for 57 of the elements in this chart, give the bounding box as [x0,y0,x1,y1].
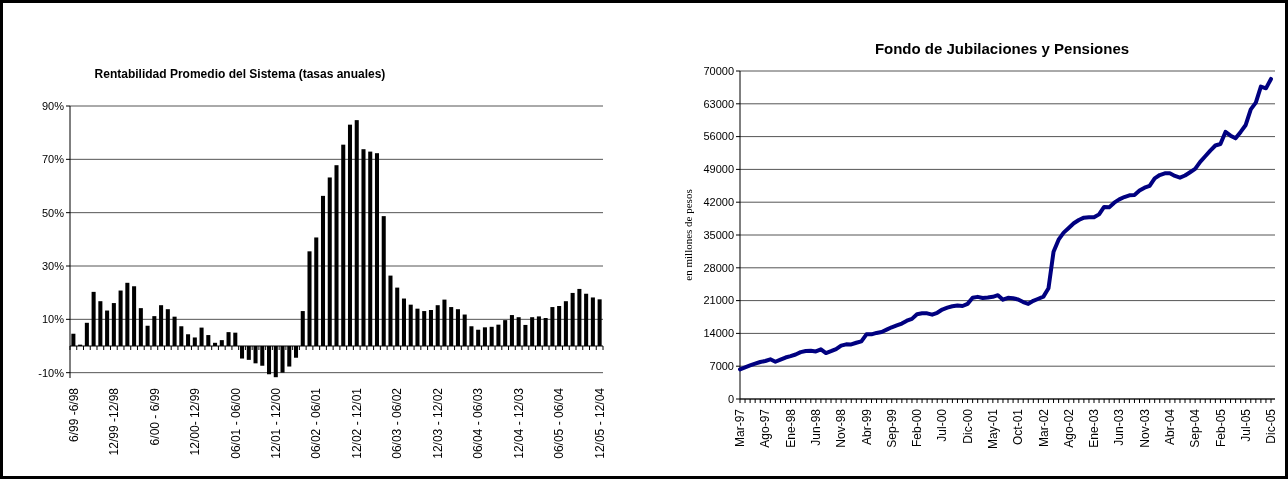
x-tick-label: 06/03 - 06/02 [390,387,405,459]
y-tick-label: 56000 [703,130,734,143]
x-tick-label: May-01 [986,408,1001,450]
x-tick-label: 12/05 - 12/04 [592,387,607,459]
x-tick-label: Mar-97 [733,408,748,448]
y-axis-title: en millones de pesos [682,189,694,281]
x-tick-label: Sep-99 [884,408,899,448]
y-tick-label: 50% [41,206,65,219]
x-tick-label: Oct-01 [1011,408,1026,446]
x-tick-label: Abr-99 [859,408,874,446]
y-tick-label: 0 [727,392,734,405]
x-tick-label: Abr-04 [1163,408,1178,446]
line-series [738,76,1273,372]
x-tick-label: 06/04 - 06/03 [471,387,486,459]
y-tick-label: 7000 [709,360,734,373]
y-tick-label: 49000 [703,163,734,176]
chart-title: Fondo de Jubilaciones y Pensiones [874,40,1130,57]
x-tick-label: 12/04 - 12/03 [511,387,526,459]
x-tick-label: 06/01 - 06/00 [228,387,243,459]
x-tick-label: 06/02 - 06/01 [309,387,324,459]
x-tick-label: 12/01 - 12/00 [268,387,283,459]
x-tick-label: Sep-04 [1188,408,1203,448]
x-tick-label: 12/99 -12/98 [107,387,122,456]
x-tick-label: Ago-02 [1061,408,1076,448]
x-tick-label: Jun-03 [1112,408,1127,446]
x-tick-label: 12/00- 12/99 [188,387,203,456]
chart-title: Rentabilidad Promedio del Sistema (tasas anuales) [94,67,386,81]
y-tick-label: 30% [41,259,65,272]
x-tick-label: 06/05 - 06/04 [552,387,567,459]
x-tick-label: 6/99 -6/98 [66,387,81,443]
x-tick-label: 6/00 - 6/99 [147,387,162,446]
x-tick-label: Jun-98 [809,408,824,446]
y-tick-label: 70000 [703,64,734,77]
x-tick-label: Jul-00 [935,408,950,442]
y-tick-label: 63000 [703,97,734,110]
y-tick-label: 14000 [703,327,734,340]
y-tick-label: 28000 [703,261,734,274]
y-tick-label: 10% [41,313,65,326]
x-tick-label: Ene-03 [1087,408,1102,448]
x-tick-label: Ene-98 [783,408,798,448]
y-tick-label: -10% [38,366,65,379]
y-tick-label: 21000 [703,294,734,307]
x-tick-label: 12/02 - 12/01 [349,387,364,459]
x-tick-label: Jul-05 [1238,408,1253,442]
x-tick-label: Feb-00 [910,408,925,448]
y-tick-label: 70% [41,153,65,166]
x-tick-label: 12/03 - 12/02 [430,387,445,459]
x-tick-label: Mar-02 [1036,408,1051,448]
y-tick-label: 90% [41,99,65,112]
x-tick-label: Dic-05 [1264,408,1279,444]
x-tick-label: Nov-98 [834,408,849,448]
x-tick-label: Nov-03 [1137,408,1152,448]
x-tick-label: Dic-00 [960,408,975,444]
y-tick-label: 35000 [703,228,734,241]
x-tick-label: Feb-05 [1213,408,1228,448]
x-tick-label: Ago-97 [758,408,773,448]
y-tick-label: 42000 [703,196,734,209]
